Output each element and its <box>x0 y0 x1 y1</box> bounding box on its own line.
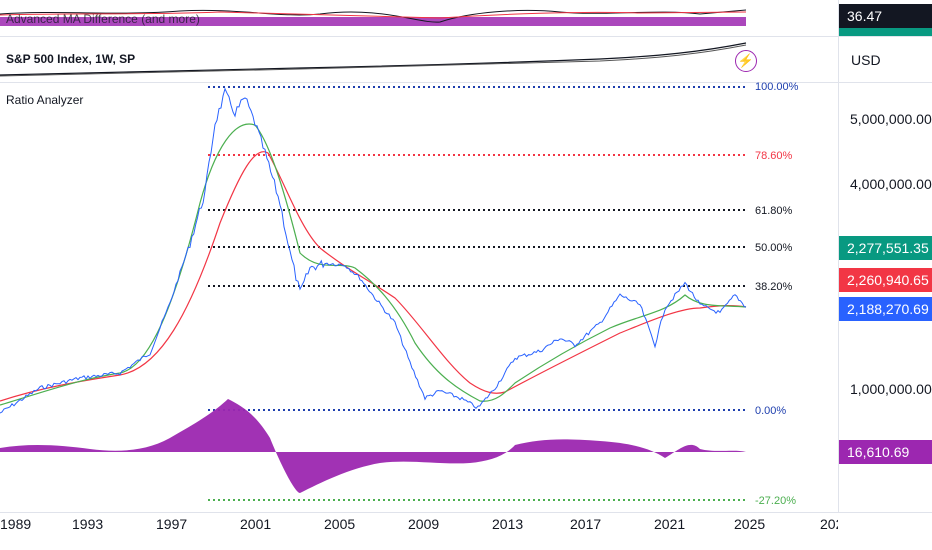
fib-label-0: 0.00% <box>755 405 787 417</box>
ratio-line <box>0 87 747 414</box>
time-axis-label: 2009 <box>408 516 440 532</box>
fib-label-100: 100.00% <box>755 81 799 93</box>
top-indicator-ma <box>0 11 747 19</box>
time-axis-label: 1993 <box>72 516 104 532</box>
price-axis-label: 5,000,000.00 <box>850 111 932 127</box>
fib-label-38-2: 38.20% <box>755 281 793 293</box>
price-axis-label: 1,000,000.00 <box>850 381 932 397</box>
time-axis-label: 2021 <box>654 516 686 532</box>
oscillator-area <box>0 399 746 493</box>
time-axis-label: 2005 <box>324 516 356 532</box>
fast-ma-price-tag: 2,277,551.35 <box>839 236 932 260</box>
oscillator-value-tag: 16,610.69 <box>839 440 932 464</box>
fib-label-50: 50.00% <box>755 242 793 254</box>
fib-label-neg-27-2: -27.20% <box>755 495 796 507</box>
fib-label-61-8: 61.80% <box>755 205 793 217</box>
slow-ma-line <box>0 151 747 402</box>
main-pane[interactable]: Ratio Analyzer <box>0 83 838 512</box>
time-axis-label: 1997 <box>156 516 188 532</box>
price-axis-border <box>838 0 839 512</box>
top-value-tag-secondary <box>839 28 932 36</box>
time-axis-label: 2029 <box>820 516 838 532</box>
lightning-bolt-icon[interactable]: ⚡ <box>735 50 757 72</box>
time-axis-label: 1989 <box>0 516 32 532</box>
time-axis-label: 2025 <box>734 516 766 532</box>
top-indicator-title: Advanced MA Difference (and more) <box>6 12 200 26</box>
symbol-ma-line <box>0 44 747 77</box>
time-axis-separator <box>0 512 932 513</box>
main-chart <box>0 86 748 501</box>
pane-separator-1[interactable] <box>0 36 932 37</box>
time-axis-label: 2017 <box>570 516 602 532</box>
pane-separator-2[interactable] <box>0 82 932 83</box>
top-oscillator-fill <box>0 17 746 26</box>
fast-ma-line <box>0 123 747 406</box>
slow-ma-price-tag: 2,260,940.65 <box>839 268 932 292</box>
top-indicator-line <box>0 9 747 23</box>
ratio-price-tag: 2,188,270.69 <box>839 297 932 321</box>
time-axis-label: 2001 <box>240 516 272 532</box>
symbol-price-line <box>0 42 747 76</box>
top-indicator-pane[interactable]: Advanced MA Difference (and more) <box>0 0 838 30</box>
fib-label-78-6: 78.60% <box>755 150 793 162</box>
symbol-title: S&P 500 Index, 1W, SP <box>6 52 136 66</box>
ratio-analyzer-title: Ratio Analyzer <box>6 93 84 107</box>
time-axis-label: 2013 <box>492 516 524 532</box>
price-axis-label: 4,000,000.00 <box>850 176 932 192</box>
symbol-pane[interactable]: S&P 500 Index, 1W, SP ⚡ <box>0 37 838 81</box>
symbol-chart <box>0 42 747 77</box>
top-value-tag: 36.47 <box>839 4 932 28</box>
top-indicator-chart <box>0 9 747 26</box>
currency-button[interactable]: USD <box>851 52 881 68</box>
